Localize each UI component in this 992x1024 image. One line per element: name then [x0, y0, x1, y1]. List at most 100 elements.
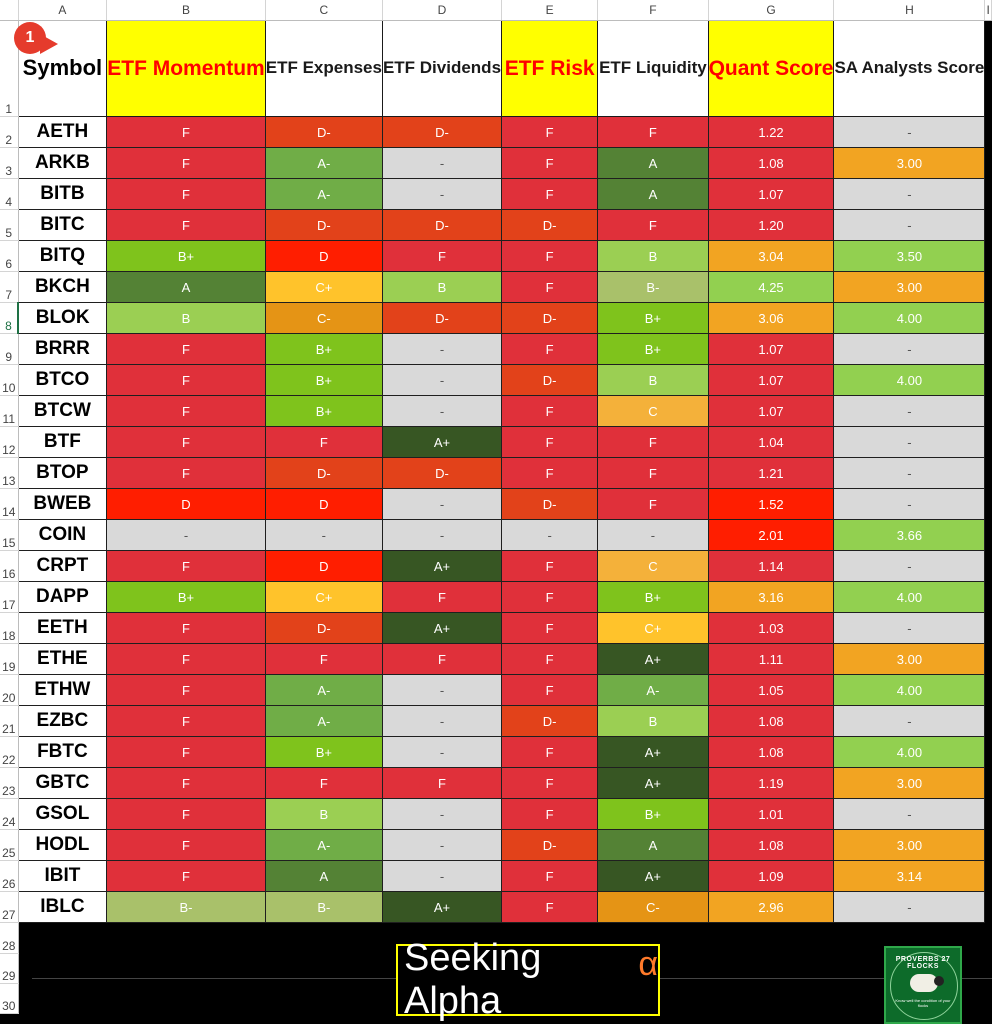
- analysts-score-cell[interactable]: -: [833, 891, 986, 923]
- liquidity-grade-cell[interactable]: B+: [597, 798, 709, 830]
- expenses-grade-cell[interactable]: A-: [264, 705, 383, 737]
- dividends-grade-cell[interactable]: A+: [381, 426, 503, 458]
- quant-score-cell[interactable]: 1.09: [707, 860, 835, 892]
- momentum-grade-cell[interactable]: F: [106, 550, 266, 582]
- liquidity-grade-cell[interactable]: A: [597, 829, 709, 861]
- momentum-grade-cell[interactable]: A: [106, 271, 266, 303]
- row-number[interactable]: 22: [0, 736, 19, 768]
- quant-score-cell[interactable]: 1.14: [707, 550, 835, 582]
- expenses-grade-cell[interactable]: D-: [264, 612, 383, 644]
- dividends-grade-cell[interactable]: D-: [381, 116, 503, 148]
- momentum-grade-cell[interactable]: F: [106, 705, 266, 737]
- row-number[interactable]: 17: [0, 581, 19, 613]
- header-quant-score[interactable]: Quant Score: [707, 20, 835, 117]
- column-header-f[interactable]: F: [597, 0, 709, 21]
- expenses-grade-cell[interactable]: D-: [264, 209, 383, 241]
- row-number[interactable]: 8: [0, 302, 20, 334]
- expenses-grade-cell[interactable]: D-: [264, 457, 383, 489]
- momentum-grade-cell[interactable]: F: [106, 426, 266, 458]
- expenses-grade-cell[interactable]: C+: [264, 271, 383, 303]
- column-i-cell[interactable]: [984, 116, 992, 148]
- analysts-score-cell[interactable]: 3.00: [833, 829, 986, 861]
- row-number[interactable]: 1: [0, 20, 19, 117]
- quant-score-cell[interactable]: 1.07: [707, 395, 835, 427]
- column-i-cell[interactable]: [984, 20, 992, 117]
- column-header-a[interactable]: A: [18, 0, 108, 21]
- column-header-g[interactable]: G: [708, 0, 835, 21]
- quant-score-cell[interactable]: 1.19: [707, 767, 835, 799]
- momentum-grade-cell[interactable]: F: [106, 767, 266, 799]
- row-number[interactable]: 18: [0, 612, 19, 644]
- momentum-grade-cell[interactable]: F: [106, 674, 266, 706]
- column-i-cell[interactable]: [984, 550, 992, 582]
- symbol-cell[interactable]: GSOL: [17, 798, 108, 830]
- row-number[interactable]: 28: [0, 922, 19, 954]
- quant-score-cell[interactable]: 1.20: [707, 209, 835, 241]
- dividends-grade-cell[interactable]: D-: [381, 302, 503, 334]
- risk-grade-cell[interactable]: F: [501, 426, 599, 458]
- dividends-grade-cell[interactable]: -: [381, 178, 503, 210]
- header-momentum[interactable]: ETF Momentum: [106, 20, 266, 117]
- symbol-cell[interactable]: BTF: [17, 426, 108, 458]
- risk-grade-cell[interactable]: D-: [501, 705, 599, 737]
- analysts-score-cell[interactable]: -: [833, 612, 986, 644]
- header-dividends[interactable]: ETF Dividends: [381, 20, 503, 117]
- dividends-grade-cell[interactable]: -: [381, 705, 503, 737]
- expenses-grade-cell[interactable]: D: [264, 240, 383, 272]
- header-risk[interactable]: ETF Risk: [501, 20, 599, 117]
- dividends-grade-cell[interactable]: -: [381, 829, 503, 861]
- risk-grade-cell[interactable]: F: [501, 457, 599, 489]
- column-i-cell[interactable]: [984, 798, 992, 830]
- risk-grade-cell[interactable]: D-: [501, 829, 599, 861]
- analysts-score-cell[interactable]: -: [833, 395, 986, 427]
- quant-score-cell[interactable]: 1.04: [707, 426, 835, 458]
- row-number[interactable]: 20: [0, 674, 19, 706]
- expenses-grade-cell[interactable]: A-: [264, 147, 383, 179]
- risk-grade-cell[interactable]: F: [501, 240, 599, 272]
- quant-score-cell[interactable]: 1.22: [707, 116, 835, 148]
- risk-grade-cell[interactable]: F: [501, 147, 599, 179]
- expenses-grade-cell[interactable]: C-: [264, 302, 383, 334]
- quant-score-cell[interactable]: 1.05: [707, 674, 835, 706]
- expenses-grade-cell[interactable]: -: [264, 519, 383, 551]
- momentum-grade-cell[interactable]: F: [106, 333, 266, 365]
- row-number[interactable]: 2: [0, 116, 19, 148]
- momentum-grade-cell[interactable]: F: [106, 612, 266, 644]
- risk-grade-cell[interactable]: -: [501, 519, 599, 551]
- dividends-grade-cell[interactable]: F: [381, 767, 503, 799]
- column-i-cell[interactable]: [984, 271, 992, 303]
- liquidity-grade-cell[interactable]: C-: [597, 891, 709, 923]
- liquidity-grade-cell[interactable]: F: [597, 457, 709, 489]
- row-number[interactable]: 9: [0, 333, 19, 365]
- expenses-grade-cell[interactable]: B+: [264, 333, 383, 365]
- symbol-cell[interactable]: BLOK: [17, 302, 108, 334]
- analysts-score-cell[interactable]: -: [833, 798, 986, 830]
- quant-score-cell[interactable]: 3.04: [707, 240, 835, 272]
- row-number[interactable]: 14: [0, 488, 19, 520]
- momentum-grade-cell[interactable]: F: [106, 116, 266, 148]
- risk-grade-cell[interactable]: F: [501, 674, 599, 706]
- dividends-grade-cell[interactable]: B: [381, 271, 503, 303]
- quant-score-cell[interactable]: 1.01: [707, 798, 835, 830]
- symbol-cell[interactable]: EETH: [17, 612, 108, 644]
- column-header-i[interactable]: I: [984, 0, 992, 21]
- liquidity-grade-cell[interactable]: F: [597, 426, 709, 458]
- row-number[interactable]: 16: [0, 550, 19, 582]
- expenses-grade-cell[interactable]: B+: [264, 736, 383, 768]
- row-number[interactable]: 4: [0, 178, 19, 210]
- analysts-score-cell[interactable]: -: [833, 705, 986, 737]
- quant-score-cell[interactable]: 2.01: [707, 519, 835, 551]
- dividends-grade-cell[interactable]: D-: [381, 209, 503, 241]
- quant-score-cell[interactable]: 1.08: [707, 705, 835, 737]
- quant-score-cell[interactable]: 1.08: [707, 147, 835, 179]
- dividends-grade-cell[interactable]: -: [381, 364, 503, 396]
- quant-score-cell[interactable]: 3.06: [707, 302, 835, 334]
- analysts-score-cell[interactable]: -: [833, 426, 986, 458]
- symbol-cell[interactable]: BTCW: [17, 395, 108, 427]
- momentum-grade-cell[interactable]: F: [106, 643, 266, 675]
- header-liquidity[interactable]: ETF Liquidity: [597, 20, 709, 117]
- liquidity-grade-cell[interactable]: B+: [597, 302, 709, 334]
- symbol-cell[interactable]: IBLC: [17, 891, 108, 923]
- expenses-grade-cell[interactable]: C+: [264, 581, 383, 613]
- analysts-score-cell[interactable]: 4.00: [833, 364, 986, 396]
